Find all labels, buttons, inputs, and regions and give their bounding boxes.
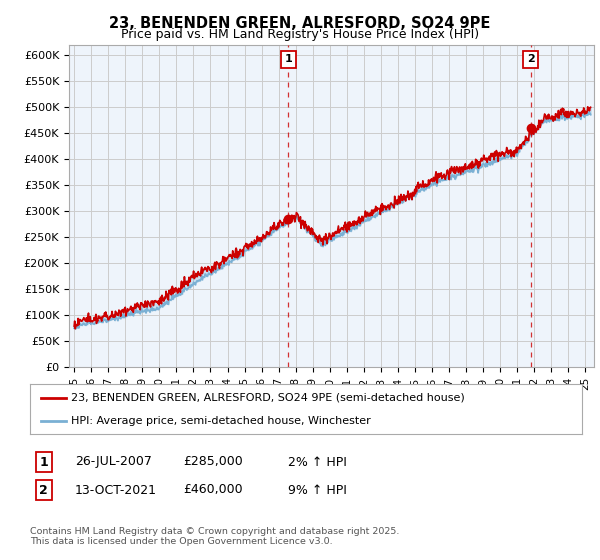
Text: 23, BENENDEN GREEN, ALRESFORD, SO24 9PE (semi-detached house): 23, BENENDEN GREEN, ALRESFORD, SO24 9PE … <box>71 393 465 403</box>
Text: 1: 1 <box>40 455 48 469</box>
Text: 2: 2 <box>40 483 48 497</box>
Text: £460,000: £460,000 <box>183 483 242 497</box>
Text: HPI: Average price, semi-detached house, Winchester: HPI: Average price, semi-detached house,… <box>71 417 371 426</box>
Text: 2: 2 <box>527 54 535 64</box>
Text: 9% ↑ HPI: 9% ↑ HPI <box>288 483 347 497</box>
Text: 26-JUL-2007: 26-JUL-2007 <box>75 455 152 469</box>
Text: £285,000: £285,000 <box>183 455 243 469</box>
Text: 2% ↑ HPI: 2% ↑ HPI <box>288 455 347 469</box>
Text: Contains HM Land Registry data © Crown copyright and database right 2025.
This d: Contains HM Land Registry data © Crown c… <box>30 526 400 546</box>
Text: 23, BENENDEN GREEN, ALRESFORD, SO24 9PE: 23, BENENDEN GREEN, ALRESFORD, SO24 9PE <box>109 16 491 31</box>
Text: 13-OCT-2021: 13-OCT-2021 <box>75 483 157 497</box>
Text: Price paid vs. HM Land Registry's House Price Index (HPI): Price paid vs. HM Land Registry's House … <box>121 28 479 41</box>
Text: 1: 1 <box>284 54 292 64</box>
